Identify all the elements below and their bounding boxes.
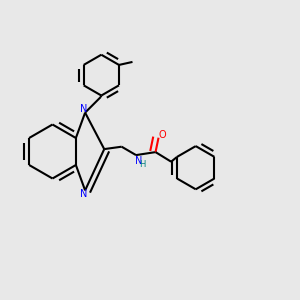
Text: O: O: [159, 130, 166, 140]
Text: N: N: [80, 104, 87, 114]
Text: H: H: [140, 160, 146, 169]
Text: N: N: [135, 155, 142, 166]
Text: N: N: [80, 189, 87, 199]
